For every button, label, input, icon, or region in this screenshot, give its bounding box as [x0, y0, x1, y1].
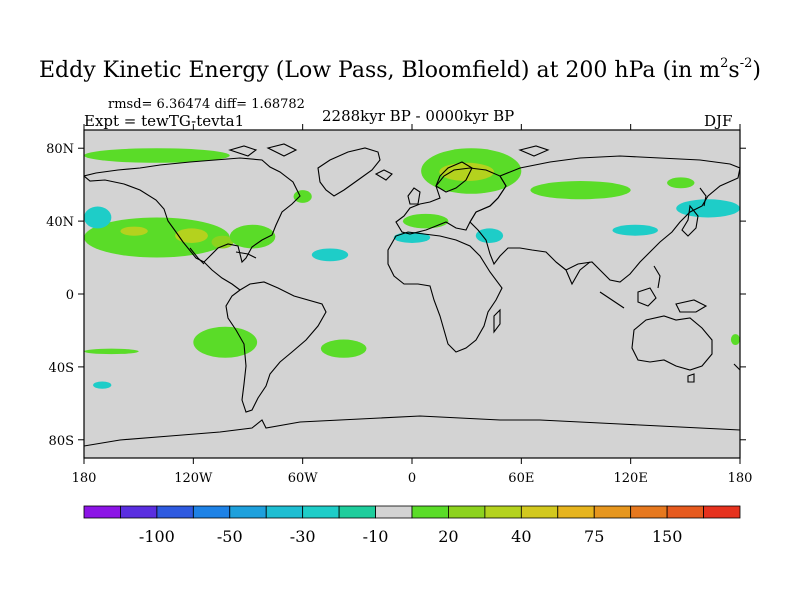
colorbar-label: -50	[217, 527, 243, 546]
lat-tick-label: 80N	[46, 142, 74, 157]
colorbar-box	[229, 505, 267, 519]
colorbar-box	[484, 505, 522, 519]
region-south-indian	[93, 381, 112, 389]
plot-title: Eddy Kinetic Energy (Low Pass, Bloomfiel…	[39, 56, 761, 83]
region-siberia-band	[530, 181, 631, 200]
colorbar-label: -30	[290, 527, 316, 546]
madagascar-coast	[493, 308, 501, 334]
australia-coast	[631, 315, 713, 371]
region-south-america-east	[320, 339, 367, 358]
region-south-aus-east	[730, 334, 740, 346]
africa-coast	[387, 231, 503, 353]
japan-coast	[681, 204, 699, 237]
colorbar-box	[338, 505, 376, 519]
colorbar-label: -100	[139, 527, 175, 546]
colorbar-label: 40	[511, 527, 531, 546]
ocean-background	[84, 130, 740, 458]
lon-tick-label: 180	[72, 471, 97, 486]
experiment-label: Expt = tewTG-tevta1	[84, 112, 245, 130]
north-america-coast	[84, 157, 301, 264]
region-north-pacific-core	[120, 226, 148, 236]
region-labrador	[293, 190, 312, 203]
region-gulf-band	[229, 224, 276, 249]
rmsd-diff-stats: rmsd= 6.36474 diff= 1.68782	[108, 97, 305, 112]
region-south-pacific-west	[84, 348, 139, 355]
new-zealand-coast	[733, 363, 740, 371]
central-america-coast	[203, 261, 241, 291]
sumatra-coast	[599, 291, 625, 309]
new-guinea-coast	[675, 299, 708, 313]
colorbar-box	[83, 505, 121, 519]
colorbar-box	[666, 505, 704, 519]
south-america-coast	[225, 281, 327, 413]
region-south-pacific	[193, 326, 258, 358]
uk-coast	[407, 187, 421, 205]
colorbar-box	[120, 505, 158, 519]
colorbar-box	[265, 505, 304, 519]
cuba-coast	[235, 251, 257, 259]
asia-coast	[469, 155, 740, 283]
region-japan-pos	[667, 177, 695, 189]
iceland-coast	[374, 169, 393, 181]
region-japan-neg	[676, 199, 740, 218]
lat-tick-label: 40S	[49, 361, 74, 376]
sakhalin-coast	[699, 187, 707, 207]
lat-tick-label: 40N	[46, 215, 74, 230]
lon-tick-label: 120E	[614, 471, 648, 486]
lat-tick-label: 80S	[49, 434, 74, 449]
colorbar-box	[448, 505, 486, 519]
region-mediterranean	[402, 213, 449, 229]
region-north-africa-neg	[393, 232, 431, 243]
region-arctic-canada	[84, 148, 230, 163]
lon-tick-label: 180	[728, 471, 753, 486]
region-north-pacific-band	[84, 217, 230, 258]
colorbar-label: 150	[652, 527, 683, 546]
colorbar-label: -10	[363, 527, 389, 546]
colorbar-box	[156, 505, 194, 519]
lon-tick-label: 60E	[508, 471, 534, 486]
colorbar-label: 75	[584, 527, 604, 546]
colorbar-box	[593, 505, 632, 519]
region-middle-east-neg	[475, 228, 504, 243]
arctic-islands-coast	[228, 143, 550, 157]
colorbar-box	[520, 505, 559, 519]
borneo-coast	[637, 287, 657, 307]
time-span-label: 2288kyr BP - 0000kyr BP	[322, 107, 515, 125]
colorbar-box	[192, 505, 231, 519]
scandinavia-coast	[435, 161, 473, 193]
region-atlantic-neg	[311, 248, 349, 262]
colorbar-box	[375, 505, 413, 519]
region-china-neg	[612, 224, 658, 236]
antarctica-coast	[84, 415, 740, 447]
colorbar-box	[411, 505, 449, 519]
lon-tick-label: 60W	[288, 471, 319, 486]
colorbar-box	[302, 505, 340, 519]
colorbar-box	[557, 505, 595, 519]
colorbar-label: 20	[438, 527, 458, 546]
region-pacific-west-neg	[84, 206, 112, 229]
map-axes: 180 120W 60W 0 60E 120E 180 80N 40N 0 40S 80S	[46, 124, 752, 486]
greenland-coast	[317, 147, 381, 197]
colorbar-box	[703, 505, 741, 519]
season-label: DJF	[704, 112, 733, 130]
region-east-pacific-core	[211, 235, 234, 249]
region-scandinavia-core	[439, 162, 494, 182]
colorbar-box	[630, 505, 668, 519]
philippines-coast	[653, 265, 661, 289]
colorbar: -100 -50 -30 -10 20 40 75 150	[83, 505, 741, 546]
continent-outlines	[84, 143, 740, 447]
lon-tick-label: 120W	[174, 471, 213, 486]
india-coast	[555, 261, 591, 286]
lat-tick-label: 0	[66, 288, 74, 303]
baja-coast	[189, 247, 205, 265]
region-north-america-core	[175, 228, 208, 243]
lon-tick-label: 0	[408, 471, 416, 486]
tasmania-coast	[687, 373, 695, 383]
